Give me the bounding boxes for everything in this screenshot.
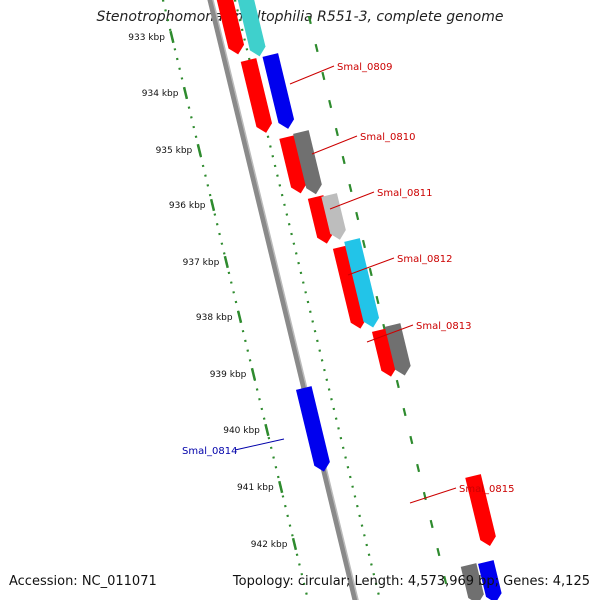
outer-ruler-tick (409, 435, 414, 445)
gene-block[interactable] (478, 560, 503, 600)
outer-ruler-tick (416, 463, 421, 473)
outer-ruler-tick (375, 295, 380, 305)
ruler-tick-label: 938 kbp (196, 313, 233, 323)
genome-summary: Topology: circular; Length: 4,573,969 bp… (232, 574, 590, 589)
label-leader-line (347, 257, 395, 276)
gene-arrow-shape[interactable] (307, 195, 335, 245)
outer-ruler-tick (328, 99, 333, 109)
gene-block-shape[interactable] (237, 0, 268, 58)
label-leader-line (289, 65, 335, 85)
gene-arrow[interactable] (371, 328, 399, 378)
ruler-tick (236, 310, 243, 324)
outer-ruler-tick (314, 43, 319, 53)
outer-ruler-tick (361, 239, 366, 249)
outer-ruler-tick (321, 71, 326, 81)
gene-block[interactable] (344, 238, 381, 329)
label-leader-line (311, 135, 358, 155)
ruler-tick-label: 942 kbp (251, 540, 288, 550)
gene-arrow-shape[interactable] (332, 245, 368, 330)
gene-label: Smal_0815 (459, 484, 514, 495)
ruler-tick (182, 86, 189, 100)
outer-ruler-tick (341, 155, 346, 165)
ruler-tick (196, 143, 202, 157)
outer-tick-ring (233, 0, 382, 600)
label-leader-line (366, 324, 414, 343)
gene-arrow[interactable] (465, 474, 497, 548)
ruler-tick-label: 935 kbp (156, 146, 193, 156)
outer-ruler-tick (368, 267, 373, 277)
gene-arrow[interactable] (216, 0, 246, 56)
gene-arrow[interactable] (307, 195, 335, 245)
gene-arrow[interactable] (240, 58, 274, 135)
inner-tick-ring (161, 0, 310, 600)
outer-ruler-tick (429, 519, 434, 529)
gene-block-shape[interactable] (344, 238, 381, 329)
gene-label: Smal_0814 (182, 446, 237, 457)
ruler-tick (278, 480, 284, 494)
ruler-tick-label: 940 kbp (223, 426, 260, 436)
outer-ruler-tick (355, 211, 360, 221)
map-title: Stenotrophomonas maltophilia R551-3, com… (96, 9, 504, 25)
gene-block[interactable] (384, 323, 413, 377)
ruler-tick-label: 936 kbp (169, 201, 206, 211)
ruler-tick (169, 30, 175, 44)
genome-backbone-highlight (212, 0, 359, 600)
gene-arrow[interactable] (295, 386, 332, 473)
gene-arrow-shape[interactable] (465, 474, 497, 548)
outer-ruler-tick (443, 575, 448, 585)
ruler-tick (250, 367, 257, 381)
gene-arrow[interactable] (279, 135, 308, 195)
gene-block[interactable] (460, 563, 486, 600)
gene-label: Smal_0810 (360, 132, 415, 143)
ruler-tick (209, 198, 216, 212)
gene-arrow-shape[interactable] (295, 386, 332, 473)
gene-label: Smal_0812 (397, 254, 452, 265)
ruler-tick (223, 255, 229, 269)
gene-arrow-shape[interactable] (216, 0, 246, 56)
gene-label: Smal_0813 (416, 321, 471, 332)
genome-backbone (207, 0, 358, 600)
ruler-tick-label: 939 kbp (210, 370, 247, 380)
ruler-tick (291, 537, 298, 551)
outer-ruler-tick (436, 547, 441, 557)
gene-block-shape[interactable] (384, 323, 413, 377)
gene-block[interactable] (293, 130, 324, 196)
gene-block-shape[interactable] (460, 563, 486, 600)
accession-text: Accession: NC_011071 (9, 574, 157, 589)
label-leader-line (234, 438, 285, 451)
gene-label: Smal_0811 (377, 188, 432, 199)
gene-block[interactable] (237, 0, 268, 58)
outer-ruler-tick (307, 15, 312, 25)
gene-arrow-shape[interactable] (371, 328, 399, 378)
gene-label: Smal_0809 (337, 62, 392, 73)
ruler-tick-label: 933 kbp (128, 33, 165, 43)
outer-ruler-tick (348, 183, 353, 193)
outer-ruler-tick (402, 407, 407, 417)
label-leader-line (409, 487, 457, 504)
gene-arrow-shape[interactable] (240, 58, 274, 135)
outer-ruler-tick (334, 127, 339, 137)
ruler-tick (264, 423, 270, 437)
gene-block[interactable] (262, 53, 296, 131)
gene-arrow[interactable] (332, 245, 368, 330)
ruler-tick-label: 934 kbp (142, 89, 179, 99)
gene-block-shape[interactable] (478, 560, 503, 600)
gene-arrow-shape[interactable] (279, 135, 308, 195)
outer-ruler-tick (395, 379, 400, 389)
gene-block-shape[interactable] (262, 53, 296, 131)
label-leader-line (329, 191, 375, 210)
ruler-tick-label: 937 kbp (183, 258, 220, 268)
ruler-tick-label: 941 kbp (237, 483, 274, 493)
gene-block-shape[interactable] (293, 130, 324, 196)
outer-ruler-tick (422, 491, 427, 501)
